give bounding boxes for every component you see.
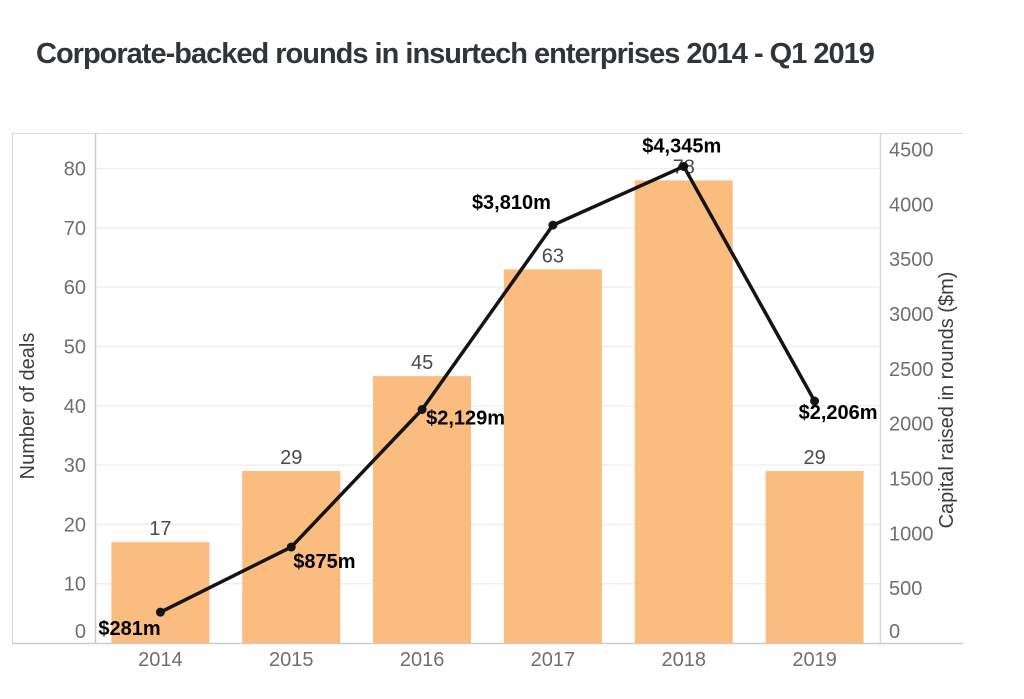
y-axis-right-tick-label: 500 <box>889 578 922 600</box>
y-axis-left-tick-label: 0 <box>75 621 86 643</box>
x-axis-tick-label: 2014 <box>138 649 183 671</box>
y-axis-right-tick-label: 2500 <box>889 359 934 381</box>
y-axis-left-tick-label: 80 <box>64 159 86 181</box>
line-value-label: $875m <box>293 551 355 573</box>
line-point-marker <box>286 542 296 552</box>
y-axis-left-tick-label: 10 <box>64 574 86 596</box>
line-point-marker <box>810 396 820 406</box>
bar-value-label: 63 <box>542 245 564 267</box>
y-axis-left-tick-label: 60 <box>64 277 86 299</box>
y-axis-left-tick-label: 30 <box>64 455 86 477</box>
bar <box>373 376 472 643</box>
y-axis-right-tick-label: 0 <box>889 621 900 643</box>
x-axis-tick-label: 2017 <box>531 649 576 671</box>
bar <box>503 269 602 643</box>
x-axis-tick-label: 2015 <box>269 649 314 671</box>
chart-title: Corporate-backed rounds in insurtech ent… <box>36 38 875 70</box>
y-axis-right-tick-label: 1000 <box>889 523 934 545</box>
y-axis-left-tick-label: 40 <box>64 396 86 418</box>
line-value-label: $2,206m <box>799 402 878 424</box>
bar <box>634 180 733 643</box>
bar-value-label: 17 <box>149 518 171 540</box>
x-axis-tick-label: 2019 <box>792 649 837 671</box>
x-axis-tick-label: 2016 <box>400 649 445 671</box>
line-value-label: $4,345m <box>642 135 721 157</box>
x-axis-tick-label: 2018 <box>662 649 707 671</box>
bar <box>111 542 210 643</box>
y-axis-left-tick-label: 50 <box>64 336 86 358</box>
y-axis-right-tick-label: 3500 <box>889 249 934 271</box>
y-axis-left-tick-label: 20 <box>64 514 86 536</box>
y-axis-left-tick-label: 70 <box>64 218 86 240</box>
y-axis-right-tick-label: 3000 <box>889 304 934 326</box>
bar-value-label: 29 <box>280 447 302 469</box>
left-axis-title: Number of deals <box>17 333 39 480</box>
capital-raised-line <box>158 164 817 614</box>
line-value-label: $2,129m <box>426 407 505 429</box>
bar <box>242 471 341 643</box>
y-axis-right-tick-label: 2000 <box>889 414 934 436</box>
y-axis-right-tick-label: 1500 <box>889 468 934 490</box>
bar-value-label: 45 <box>411 352 433 374</box>
line-point-marker <box>417 404 427 414</box>
y-axis-right-tick-label: 4000 <box>889 194 934 216</box>
line-point-marker <box>155 607 165 617</box>
line-point-marker <box>679 161 689 171</box>
y-axis-right-tick-label: 4500 <box>889 139 934 161</box>
line-value-label: $281m <box>98 618 160 640</box>
line-point-marker <box>548 220 558 230</box>
right-axis-title: Capital raised in rounds ($m) <box>936 272 958 529</box>
bar-value-label: 29 <box>803 447 825 469</box>
line-value-label: $3,810m <box>472 192 551 214</box>
bar <box>765 471 864 643</box>
